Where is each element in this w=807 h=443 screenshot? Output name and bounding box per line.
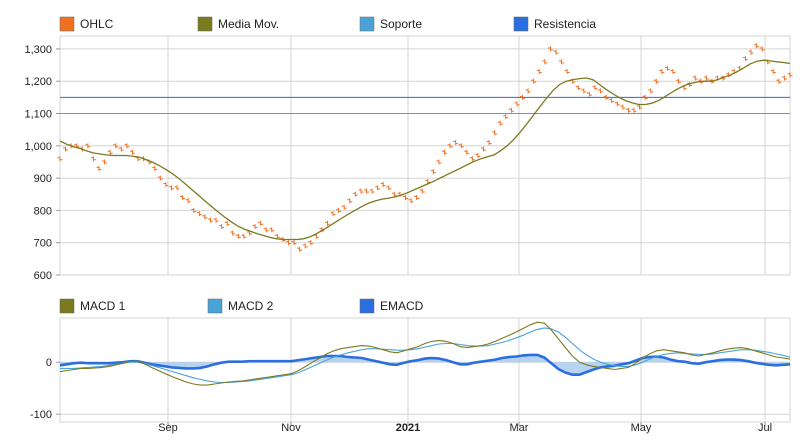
macd-legend-swatch-icon <box>59 298 75 314</box>
price-y-tick-label: 1,200 <box>24 76 52 88</box>
x-tick-label: Sep <box>158 422 178 434</box>
price-y-tick-label: 900 <box>34 173 52 185</box>
x-tick-label: Nov <box>281 422 301 434</box>
price-legend-swatch-icon <box>513 16 529 32</box>
macd-legend-swatch-icon <box>207 298 223 314</box>
price-y-tick-label: 1,300 <box>24 44 52 56</box>
macd-legend-swatch-icon <box>359 298 375 314</box>
macd2-line <box>60 327 791 384</box>
price-panel: OHLC Media Mov. Soporte Resistencia 1,300 1,2… <box>24 16 793 282</box>
macd-y-tick-label: 0 <box>46 357 52 369</box>
x-tick-label: Mar <box>510 422 529 434</box>
x-axis: Sep Nov 2021 Mar May Jul <box>158 422 772 434</box>
price-y-tick-label: 1,100 <box>24 109 52 121</box>
price-y-tick-label: 1,000 <box>24 141 52 153</box>
macd-panel: MACD 1 MACD 2 EMACD 0 -100 <box>30 298 791 423</box>
price-legend-swatch-icon <box>197 16 213 32</box>
macd-y-tick-label: -100 <box>30 409 52 421</box>
price-legend-label: Resistencia <box>534 17 596 31</box>
macd-plot-frame <box>59 317 791 423</box>
macd1-line <box>59 321 791 386</box>
macd-legend-label: MACD 1 <box>80 299 126 313</box>
moving-average-line <box>59 59 791 241</box>
x-tick-label: May <box>631 422 652 434</box>
price-legend-label: OHLC <box>80 17 114 31</box>
emacd-line <box>59 353 791 377</box>
x-tick-label: 2021 <box>396 422 420 434</box>
price-legend-swatch-icon <box>359 16 375 32</box>
price-legend-label: Soporte <box>380 17 422 31</box>
price-y-tick-label: 600 <box>34 270 52 282</box>
macd-legend-label: MACD 2 <box>228 299 274 313</box>
price-y-tick-label: 800 <box>34 205 52 217</box>
price-y-tick-label: 700 <box>34 238 52 250</box>
macd-legend-label: EMACD <box>380 299 424 313</box>
price-legend-swatch-icon <box>59 16 75 32</box>
price-legend-label: Media Mov. <box>218 17 279 31</box>
x-tick-label: Jul <box>758 422 772 434</box>
